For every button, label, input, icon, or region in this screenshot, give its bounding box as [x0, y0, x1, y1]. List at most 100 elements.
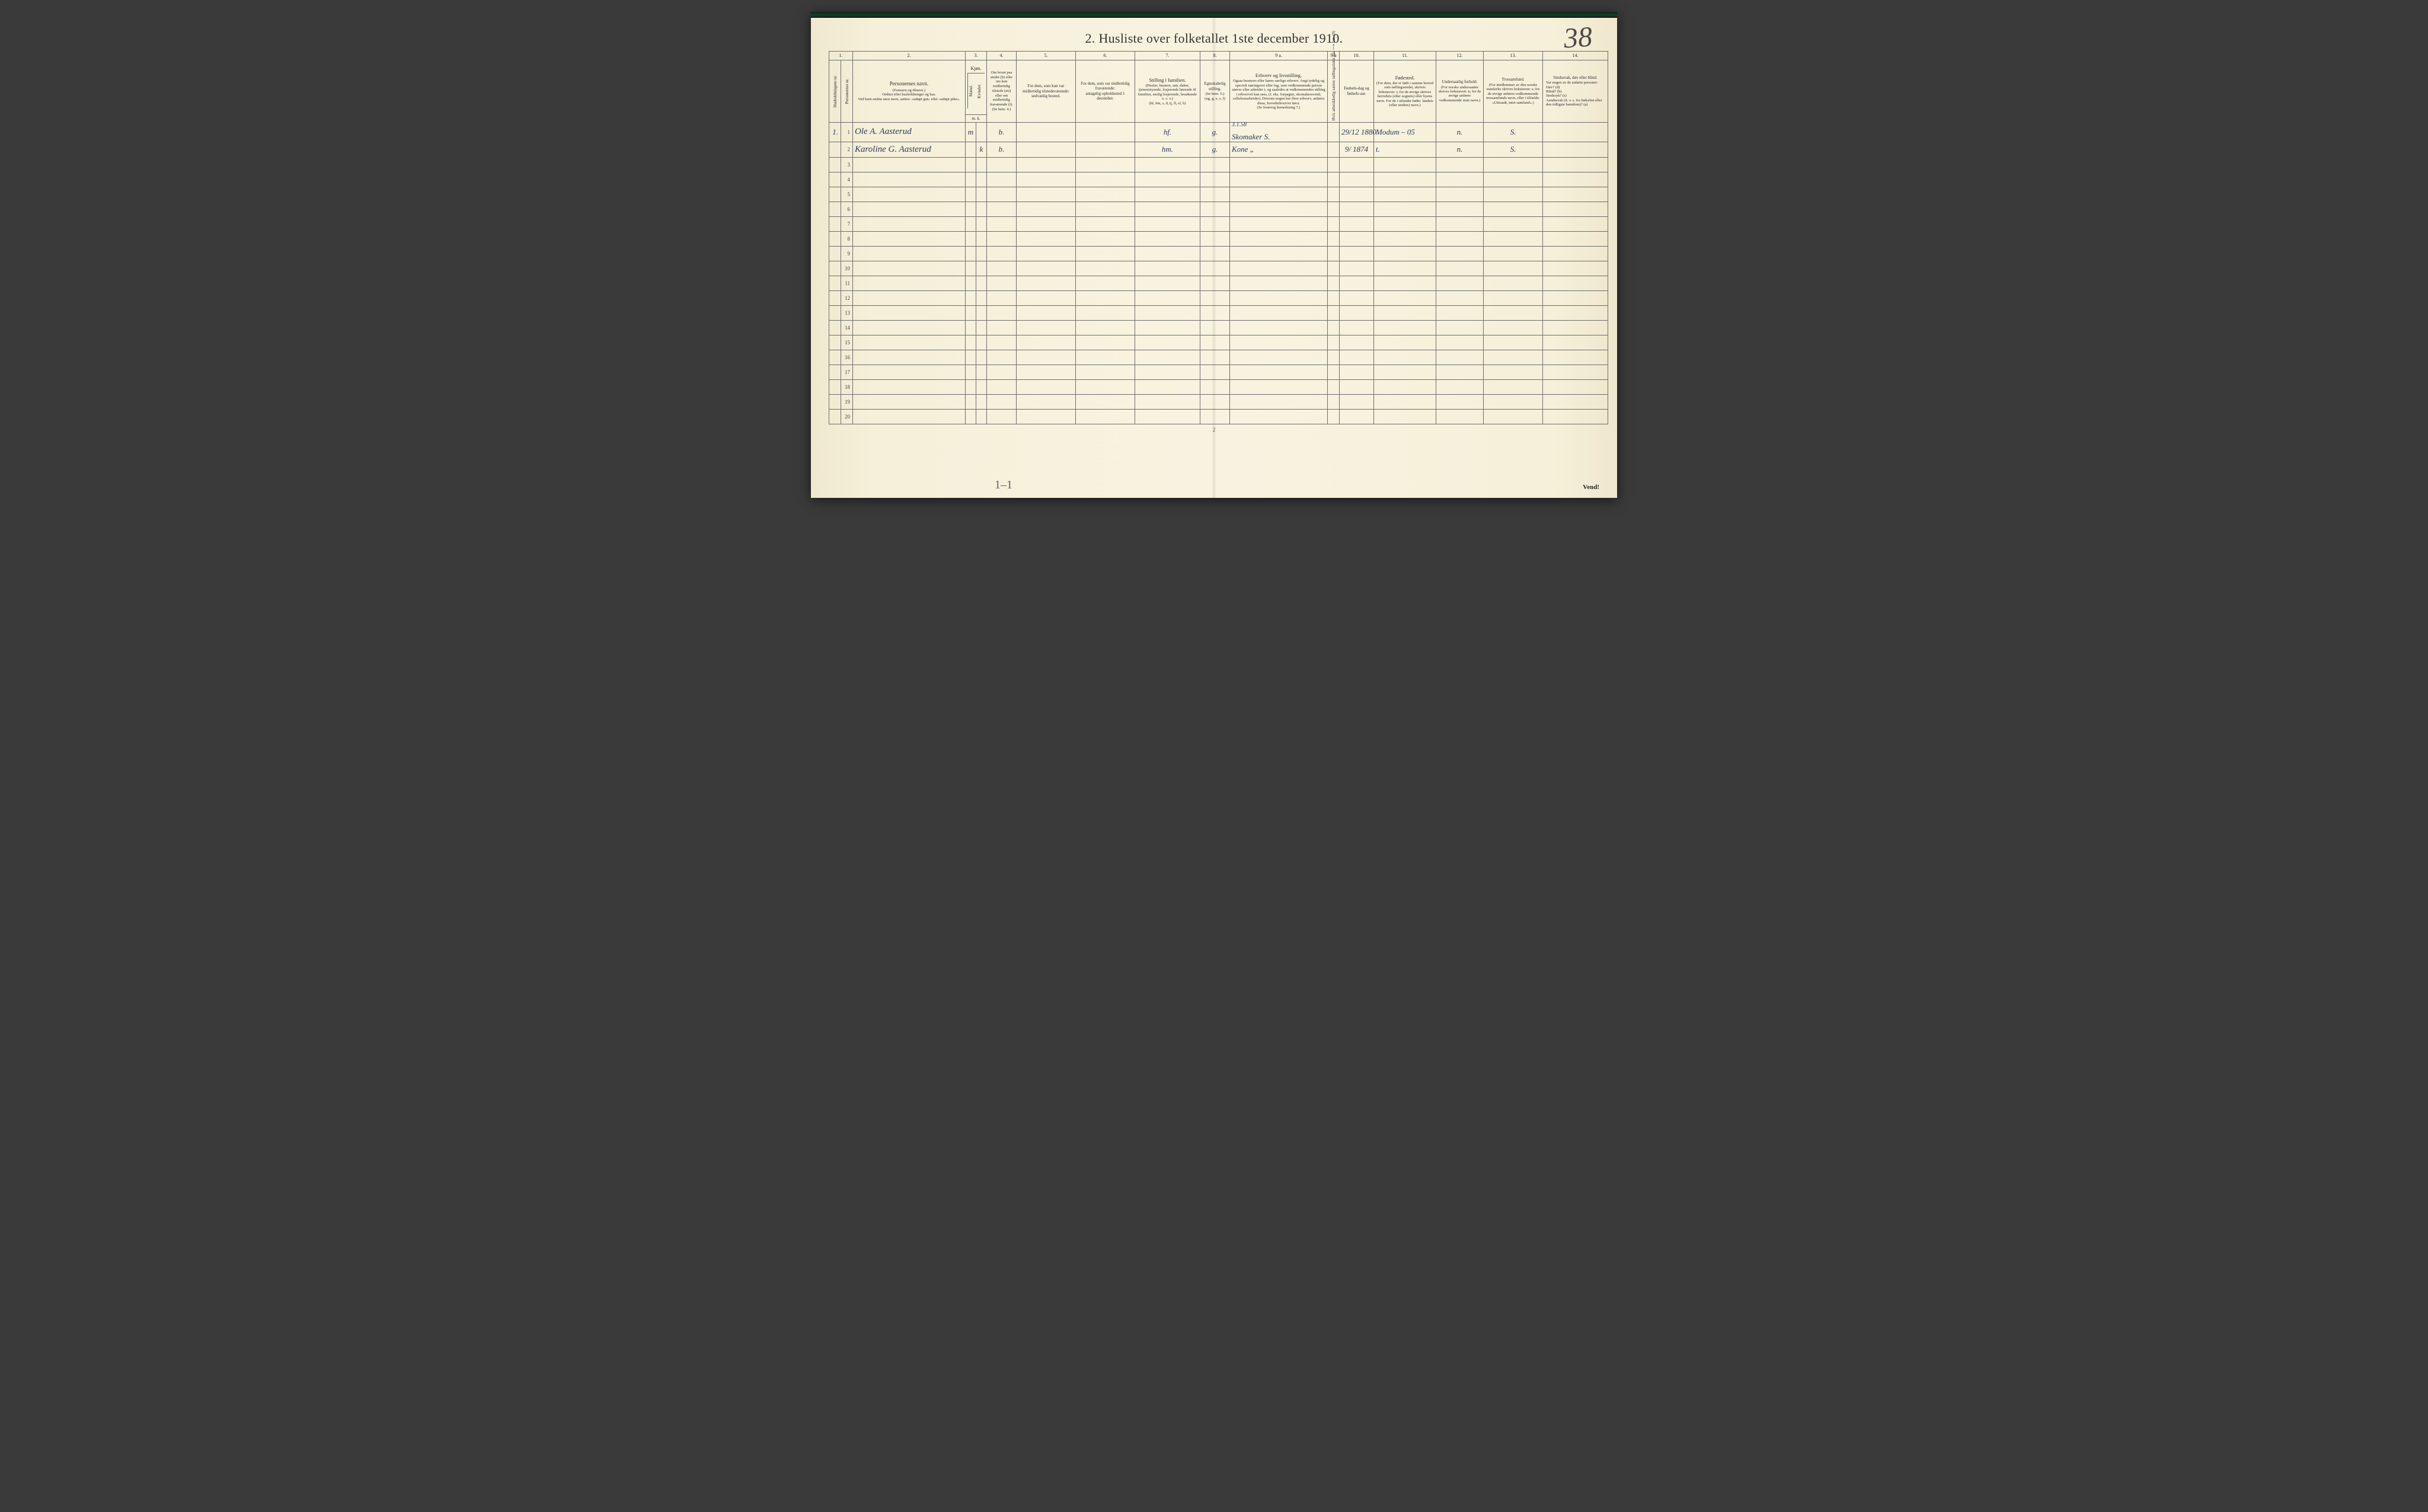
- cell-person-no: 7: [841, 216, 853, 231]
- cell-empty: [1340, 187, 1374, 202]
- cell-empty: [1484, 394, 1543, 409]
- cell-empty: [1436, 365, 1484, 379]
- cell-empty: [1374, 216, 1436, 231]
- cell-empty: [1200, 394, 1230, 409]
- cell-religion: S.: [1484, 122, 1543, 142]
- cell-household-no: [829, 290, 841, 305]
- cell-person-no: 12: [841, 290, 853, 305]
- cell-household-no: [829, 379, 841, 394]
- cell-occupation: Kone „: [1230, 142, 1328, 157]
- cell-empty: [1135, 379, 1200, 394]
- cell-empty: [1200, 365, 1230, 379]
- cell-empty: [1135, 172, 1200, 187]
- cell-household-no: [829, 172, 841, 187]
- cell-household-no: [829, 246, 841, 261]
- cell-empty: [1484, 379, 1543, 394]
- cell-empty: [1340, 246, 1374, 261]
- cell-empty: [1436, 379, 1484, 394]
- cell-empty: [966, 365, 976, 379]
- cell-birthplace: t.: [1374, 142, 1436, 157]
- cell-empty: [1328, 335, 1340, 350]
- cell-empty: [1135, 246, 1200, 261]
- cell-empty: [1340, 172, 1374, 187]
- cell-empty: [987, 172, 1017, 187]
- cell-empty: [1340, 261, 1374, 276]
- cell-empty: [987, 409, 1017, 424]
- colnum: 8.: [1200, 52, 1230, 60]
- cell-empty: [1484, 305, 1543, 320]
- cell-empty: [1200, 290, 1230, 305]
- table-row: 2Karoline G. Aasterudkb.hm.g.Kone „9/ 18…: [829, 142, 1608, 157]
- cell-empty: [1017, 276, 1076, 290]
- cell-empty: [1374, 394, 1436, 409]
- col-marital-title: Egteskabelig stilling.: [1202, 81, 1228, 91]
- cell-household-no: [829, 335, 841, 350]
- cell-person-no: 11: [841, 276, 853, 290]
- col-residence: Om bosat paa stedet (b) eller om kun mid…: [987, 60, 1017, 122]
- cell-occupation: 3.1.58Skomaker S.: [1230, 122, 1328, 142]
- cell-empty: [1230, 320, 1328, 335]
- cell-empty: [1230, 290, 1328, 305]
- col-birth: Fødsels-dag og fødsels-aar.: [1340, 60, 1374, 122]
- col-religion: Trossamfund. (For medlemmer av den norsk…: [1484, 60, 1543, 122]
- cell-empty: [1135, 350, 1200, 365]
- cell-empty: [1543, 365, 1608, 379]
- cell-name: Karoline G. Aasterud: [853, 142, 966, 157]
- cell-empty: [1135, 276, 1200, 290]
- cell-empty: [966, 246, 976, 261]
- cell-empty: [1135, 409, 1200, 424]
- cell-empty: [1436, 409, 1484, 424]
- cell-empty: [1017, 202, 1076, 216]
- cell-empty: [1374, 290, 1436, 305]
- cell-empty: [1200, 216, 1230, 231]
- cell-household-no: [829, 320, 841, 335]
- cell-empty: [1230, 231, 1328, 246]
- cell-empty: [976, 246, 987, 261]
- cell-empty: [976, 305, 987, 320]
- table-row: 3: [829, 157, 1608, 172]
- col-birthplace: Fødested. (For dem, der er født i samme …: [1374, 60, 1436, 122]
- colnum: 4.: [987, 52, 1017, 60]
- col-occupation: Erhverv og livsstilling. Ogsaa husmors e…: [1230, 60, 1328, 122]
- cell-empty: [1340, 379, 1374, 394]
- cell-birth: 29/12 1880: [1340, 122, 1374, 142]
- cell-empty: [1076, 157, 1135, 172]
- cell-empty: [1543, 379, 1608, 394]
- cell-empty: [1328, 320, 1340, 335]
- cell-empty: [1230, 409, 1328, 424]
- cell-empty: [1135, 305, 1200, 320]
- cell-empty: [1200, 350, 1230, 365]
- table-row: 10: [829, 261, 1608, 276]
- cell-name: Ole A. Aasterud: [853, 122, 966, 142]
- cell-empty: [976, 261, 987, 276]
- cell-empty: [1200, 231, 1230, 246]
- col-nationality: Undersaatlig forhold. (For norske unders…: [1436, 60, 1484, 122]
- cell-empty: [1374, 231, 1436, 246]
- cell-disability: [1543, 142, 1608, 157]
- cell-empty: [966, 276, 976, 290]
- cell-empty: [1340, 305, 1374, 320]
- col-household-no: Husholdningens nr.: [829, 60, 841, 122]
- cell-empty: [1340, 202, 1374, 216]
- cell-empty: [1374, 379, 1436, 394]
- cell-household-no: [829, 409, 841, 424]
- cell-temp-present: [1017, 142, 1076, 157]
- cell-empty: [976, 202, 987, 216]
- cell-empty: [1374, 365, 1436, 379]
- cell-empty: [1543, 157, 1608, 172]
- cell-empty: [853, 320, 966, 335]
- table-head: 1. 2. 3. 4. 5. 6. 7. 8. 9 a. 9 b 10. 11.…: [829, 52, 1608, 123]
- cell-empty: [853, 261, 966, 276]
- col-name: Personernes navn. (Fornavn og tilnavn.) …: [853, 60, 966, 122]
- cell-temp-present: [1017, 122, 1076, 142]
- cell-empty: [1484, 290, 1543, 305]
- col-disability: Sindssvak, døv eller blind. Var nogen av…: [1543, 60, 1608, 122]
- cell-empty: [1484, 157, 1543, 172]
- cell-empty: [1017, 246, 1076, 261]
- cell-empty: [1484, 350, 1543, 365]
- cell-nationality: n.: [1436, 142, 1484, 157]
- cell-household-no: [829, 305, 841, 320]
- cell-empty: [987, 216, 1017, 231]
- cell-empty: [987, 157, 1017, 172]
- cell-empty: [966, 216, 976, 231]
